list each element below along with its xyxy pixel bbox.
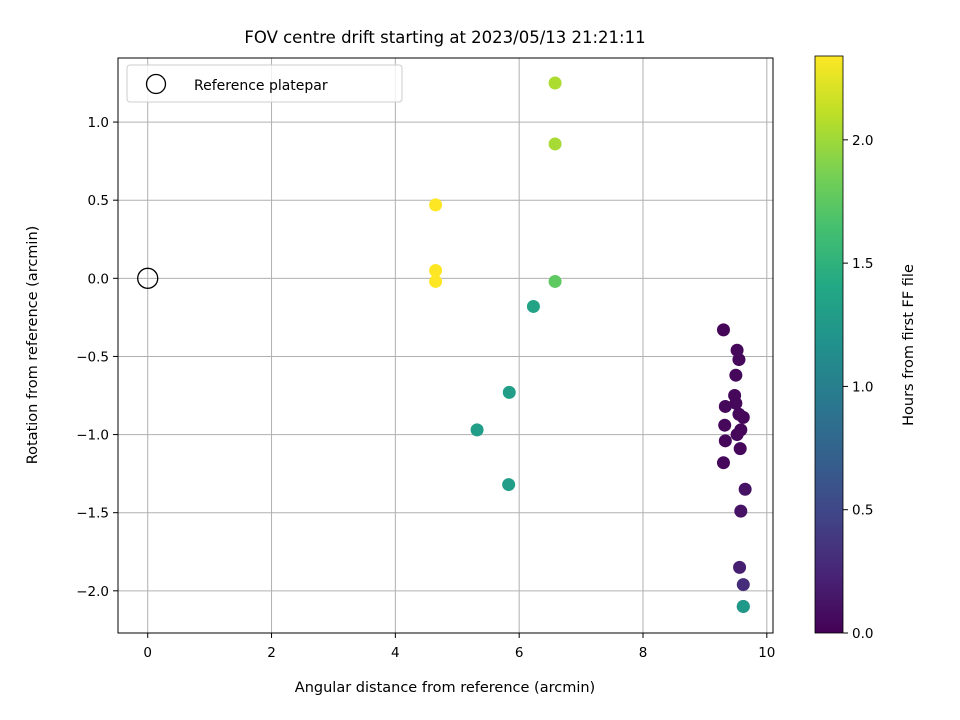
- data-point: [548, 76, 562, 90]
- data-point: [729, 368, 743, 382]
- data-point: [734, 504, 748, 518]
- y-tick-label: −1.0: [76, 428, 109, 444]
- data-point: [429, 198, 443, 212]
- data-point: [729, 396, 743, 410]
- x-tick-label: 6: [515, 645, 524, 661]
- y-axis-label: Rotation from reference (arcmin): [25, 226, 41, 465]
- y-axis-ticks: 1.0 0.5 0.0 −0.5 −1.0 −1.5 −2.0: [76, 115, 118, 600]
- reference-marker: [137, 267, 159, 289]
- grid-lines: [118, 58, 773, 633]
- x-tick-label: 8: [639, 645, 648, 661]
- colorbar-tick-label: 0.0: [852, 626, 873, 642]
- x-tick-label: 0: [143, 645, 152, 661]
- data-point: [429, 274, 443, 288]
- legend-marker: [145, 73, 167, 95]
- y-tick-label: −1.5: [76, 506, 109, 522]
- colorbar-tick-label: 1.0: [852, 379, 873, 395]
- plot-frame: [117, 57, 774, 634]
- data-points: [429, 76, 752, 613]
- x-axis-ticks: 0 2 4 6 8 10: [143, 633, 775, 661]
- y-tick-label: −0.5: [76, 349, 109, 365]
- x-axis-label: Angular distance from reference (arcmin): [295, 680, 595, 696]
- data-point: [716, 456, 730, 470]
- data-point: [733, 442, 747, 456]
- data-point: [548, 274, 562, 288]
- data-point: [736, 599, 750, 613]
- data-point: [736, 410, 750, 424]
- y-tick-label: 0.0: [88, 271, 109, 287]
- colorbar: [814, 55, 844, 634]
- colorbar-tick-label: 2.0: [852, 133, 873, 149]
- x-tick-label: 10: [758, 645, 775, 661]
- data-point: [526, 299, 540, 313]
- data-point: [716, 323, 730, 337]
- data-point: [470, 423, 484, 437]
- data-point: [732, 353, 746, 367]
- colorbar-ticks: 0.0 0.5 1.0 1.5 2.0: [843, 133, 873, 642]
- data-point: [548, 137, 562, 151]
- data-point: [733, 560, 747, 574]
- chart-title: FOV centre drift starting at 2023/05/13 …: [244, 28, 645, 47]
- data-point: [429, 264, 443, 277]
- colorbar-label: Hours from first FF file: [901, 264, 917, 426]
- data-point: [502, 385, 516, 399]
- legend-box: [126, 64, 403, 103]
- data-point: [736, 578, 750, 592]
- y-tick-label: 0.5: [88, 193, 109, 209]
- data-point: [718, 418, 732, 432]
- y-tick-label: 1.0: [88, 115, 109, 131]
- data-point: [502, 478, 516, 492]
- y-tick-label: −2.0: [76, 584, 109, 600]
- x-tick-label: 2: [267, 645, 276, 661]
- legend: Reference platepar: [126, 64, 403, 103]
- data-point: [718, 434, 732, 448]
- data-point: [718, 399, 732, 413]
- x-tick-label: 4: [391, 645, 400, 661]
- colorbar-tick-label: 0.5: [852, 503, 873, 519]
- legend-label: Reference platepar: [194, 78, 328, 94]
- data-point: [730, 428, 744, 442]
- data-point: [738, 482, 752, 496]
- colorbar-tick-label: 1.5: [852, 256, 873, 272]
